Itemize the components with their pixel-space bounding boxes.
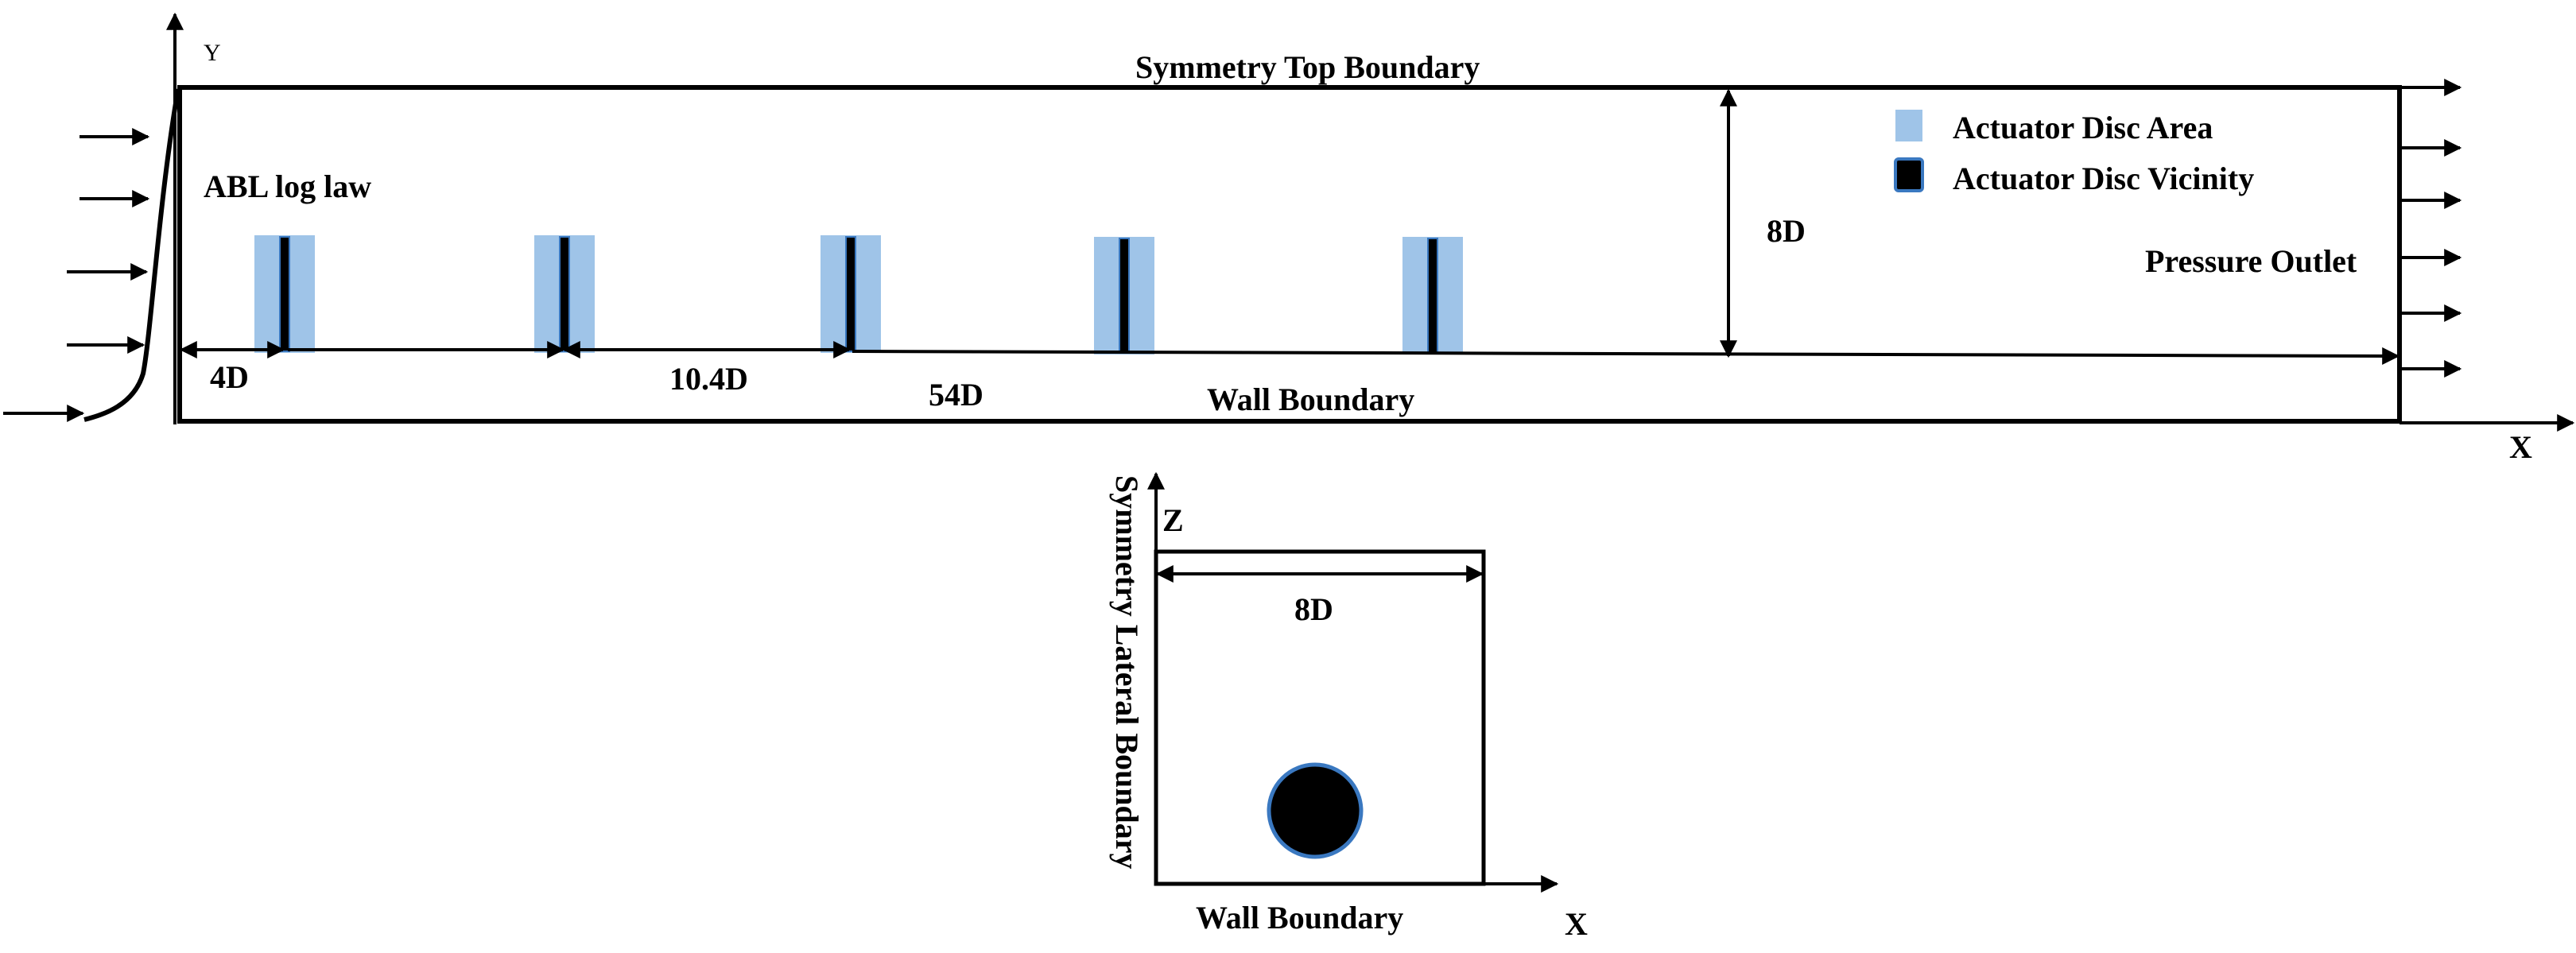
inlet-profile-label: ABL log law [204,169,371,204]
side-y-label: Y [204,40,221,66]
dim-width: 8D [1294,591,1333,627]
front-x-label: X [1565,906,1588,942]
legend-area-swatch [1895,110,1922,141]
legend-vicinity-swatch [1894,157,1924,192]
actuator-disc-vicinity [279,236,290,352]
wall-boundary-front-label: Wall Boundary [1196,900,1403,936]
turbine-2 [534,235,595,353]
front-z-label: Z [1162,502,1184,538]
actuator-disc-vicinity [845,236,856,352]
actuator-disc-vicinity [559,236,570,352]
dim-height: 8D [1767,213,1806,249]
side-domain-box [177,85,2402,424]
dim-line-length [852,347,2400,365]
inlet-arrows [3,128,150,422]
outlet-arrows [2401,79,2462,378]
actuator-disc-front [1267,762,1364,859]
dim-length: 54D [929,377,983,413]
top-boundary-label: Symmetry Top Boundary [1135,49,1480,85]
dimension-lines [179,88,2400,365]
actuator-disc-vicinity [1119,238,1130,354]
front-view: Z X 8D Symmetry Lateral Boundary Wall Bo… [1109,471,1588,942]
wall-boundary-side-label: Wall Boundary [1207,382,1414,417]
side-x-label: X [2509,429,2532,465]
actuator-disc-vicinity [1427,238,1438,354]
outlet-label: Pressure Outlet [2145,243,2357,279]
lateral-boundary-label: Symmetry Lateral Boundary [1109,475,1145,870]
turbine-1 [254,235,315,353]
turbine-5 [1402,237,1463,354]
legend: Actuator Disc Area Actuator Disc Vicinit… [1894,110,2254,196]
abl-profile-curve [83,88,180,422]
side-view: Y X ABL log law Pressure Outlet Symmetry… [3,12,2575,465]
dim-spacing: 10.4D [669,361,748,397]
dim-inlet-offset: 4D [210,359,249,395]
turbine-4 [1094,237,1154,354]
legend-area-label: Actuator Disc Area [1953,110,2213,145]
turbine-3 [821,235,881,353]
legend-vicinity-label: Actuator Disc Vicinity [1953,161,2254,196]
